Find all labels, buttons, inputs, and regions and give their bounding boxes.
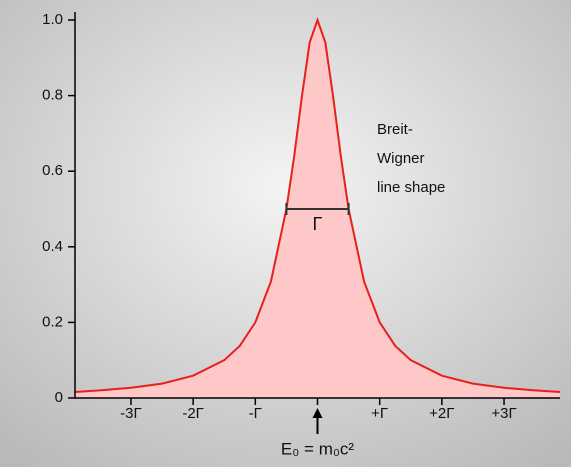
x-tick-label: +2Γ (429, 405, 454, 422)
x-tick-label: +Γ (371, 405, 388, 422)
annotation: Wigner (377, 150, 425, 167)
y-tick-label: 0.8 (42, 87, 63, 104)
x-tick-label: +3Γ (491, 405, 516, 422)
center-label: E₀ = m₀c² (281, 439, 354, 458)
y-tick-label: 0 (55, 389, 63, 406)
x-tick-label: -Γ (249, 405, 262, 422)
line (74, 16, 561, 393)
annotation: Breit- (377, 121, 413, 138)
y-tick-label: 0.6 (42, 162, 63, 179)
y-tick-label: 0.4 (42, 238, 63, 255)
annotation: line shape (377, 179, 445, 196)
y-tick-label: 1.0 (42, 11, 63, 28)
x-tick-label: -2Γ (182, 405, 204, 422)
y-tick-label: 0.2 (42, 313, 63, 330)
x-tick-label: -3Γ (120, 405, 142, 422)
center-arrowhead (312, 408, 323, 418)
width-label: Γ (313, 214, 323, 234)
